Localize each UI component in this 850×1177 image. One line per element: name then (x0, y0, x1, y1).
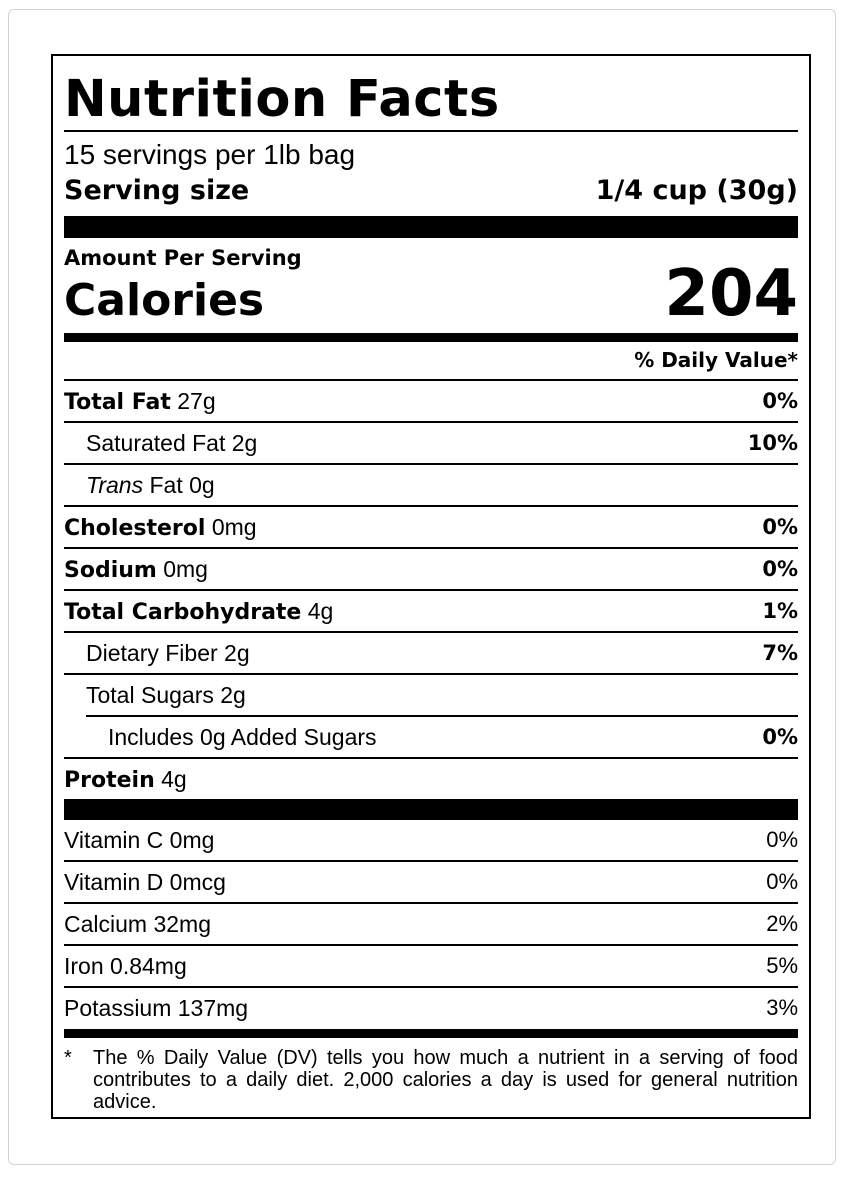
vitamin-label: Iron 0.84mg (64, 952, 187, 979)
nutrient-dv: 10% (747, 431, 798, 455)
nutrient-name: Protein (64, 767, 155, 793)
nutrient-amount: 2g (220, 681, 246, 708)
nutrient-dv: 1% (762, 599, 798, 623)
nutrient-name-italic: Trans (86, 471, 144, 498)
nutrient-row-saturated-fat: Saturated Fat 2g 10% (64, 421, 798, 463)
vitamin-label: Vitamin C 0mg (64, 826, 215, 853)
thick-divider (64, 799, 798, 820)
nutrient-row-sodium: Sodium 0mg 0% (64, 547, 798, 589)
calories-label: Calories (64, 275, 265, 326)
nutrient-dv: 0% (762, 725, 798, 749)
serving-size-label: Serving size (64, 175, 250, 206)
nutrient-row-dietary-fiber: Dietary Fiber 2g 7% (64, 631, 798, 673)
nutrient-amount: 4g (161, 765, 187, 792)
footnote-marker: * (64, 1047, 72, 1069)
vitamin-dv: 2% (766, 911, 798, 936)
nutrient-row-total-carbohydrate: Total Carbohydrate 4g 1% (64, 589, 798, 631)
servings-per-container: 15 servings per 1lb bag (64, 139, 356, 170)
nutrient-amount: 0mg (163, 555, 208, 582)
serving-size-value: 1/4 cup (30g) (595, 175, 798, 206)
vitamin-label: Calcium 32mg (64, 910, 211, 937)
vitamin-row: Potassium 137mg 3% (64, 986, 798, 1028)
vitamin-label: Vitamin D 0mcg (64, 868, 226, 895)
nutrient-dv: 7% (762, 641, 798, 665)
nutrition-label: Nutrition Facts 15 servings per 1lb bag … (51, 54, 811, 1119)
card-background: Nutrition Facts 15 servings per 1lb bag … (8, 9, 836, 1165)
vitamin-label: Potassium 137mg (64, 994, 249, 1021)
divider (64, 130, 798, 132)
vitamin-row: Iron 0.84mg 5% (64, 944, 798, 986)
vitamin-row: Calcium 32mg 2% (64, 902, 798, 944)
label-title: Nutrition Facts (64, 70, 500, 129)
vitamin-dv: 3% (766, 995, 798, 1020)
calories-row: Calories 204 (64, 257, 798, 331)
nutrient-row-protein: Protein 4g (64, 757, 798, 799)
nutrient-name: Total Sugars (86, 681, 214, 708)
nutrient-amount: 2g (224, 639, 250, 666)
nutrient-row-total-fat: Total Fat 27g 0% (64, 379, 798, 421)
nutrient-row-added-sugars: Includes 0g Added Sugars 0% (86, 715, 798, 757)
nutrient-amount: 4g (307, 597, 334, 624)
calories-value: 204 (664, 257, 798, 331)
vitamin-row: Vitamin C 0mg 0% (64, 820, 798, 860)
nutrient-amount: 0g (189, 471, 215, 498)
vitamin-dv: 5% (766, 953, 798, 978)
nutrient-name: Cholesterol (64, 515, 206, 541)
amount-per-serving: Amount Per Serving (64, 246, 302, 270)
nutrient-text: Includes 0g Added Sugars (108, 723, 377, 750)
nutrient-row-cholesterol: Cholesterol 0mg 0% (64, 505, 798, 547)
nutrient-name: Sodium (64, 557, 157, 583)
nutrient-row-trans-fat: Trans Fat 0g (64, 463, 798, 505)
footnote-text: The % Daily Value (DV) tells you how muc… (93, 1047, 798, 1113)
medium-divider (64, 333, 798, 342)
nutrient-amount: 2g (231, 429, 258, 456)
nutrient-name: Dietary Fiber (86, 639, 218, 666)
nutrient-name: Total Carbohydrate (64, 599, 302, 625)
nutrient-dv: 0% (762, 389, 798, 413)
nutrient-name: Saturated Fat (86, 429, 226, 456)
nutrient-dv: 0% (762, 515, 798, 539)
thick-divider (64, 216, 798, 238)
nutrient-row-total-sugars: Total Sugars 2g (64, 673, 798, 715)
vitamin-row: Vitamin D 0mcg 0% (64, 860, 798, 902)
nutrient-name: Fat (149, 471, 183, 498)
nutrient-amount: 0mg (211, 513, 257, 540)
daily-value-header: % Daily Value* (634, 348, 798, 372)
vitamin-dv: 0% (766, 827, 798, 852)
serving-size-row: Serving size 1/4 cup (30g) (64, 170, 798, 206)
footnote: * The % Daily Value (DV) tells you how m… (64, 1029, 798, 1113)
nutrient-name: Total Fat (64, 389, 171, 415)
vitamin-dv: 0% (766, 869, 798, 894)
nutrient-amount: 27g (177, 387, 216, 414)
nutrient-dv: 0% (762, 557, 798, 581)
